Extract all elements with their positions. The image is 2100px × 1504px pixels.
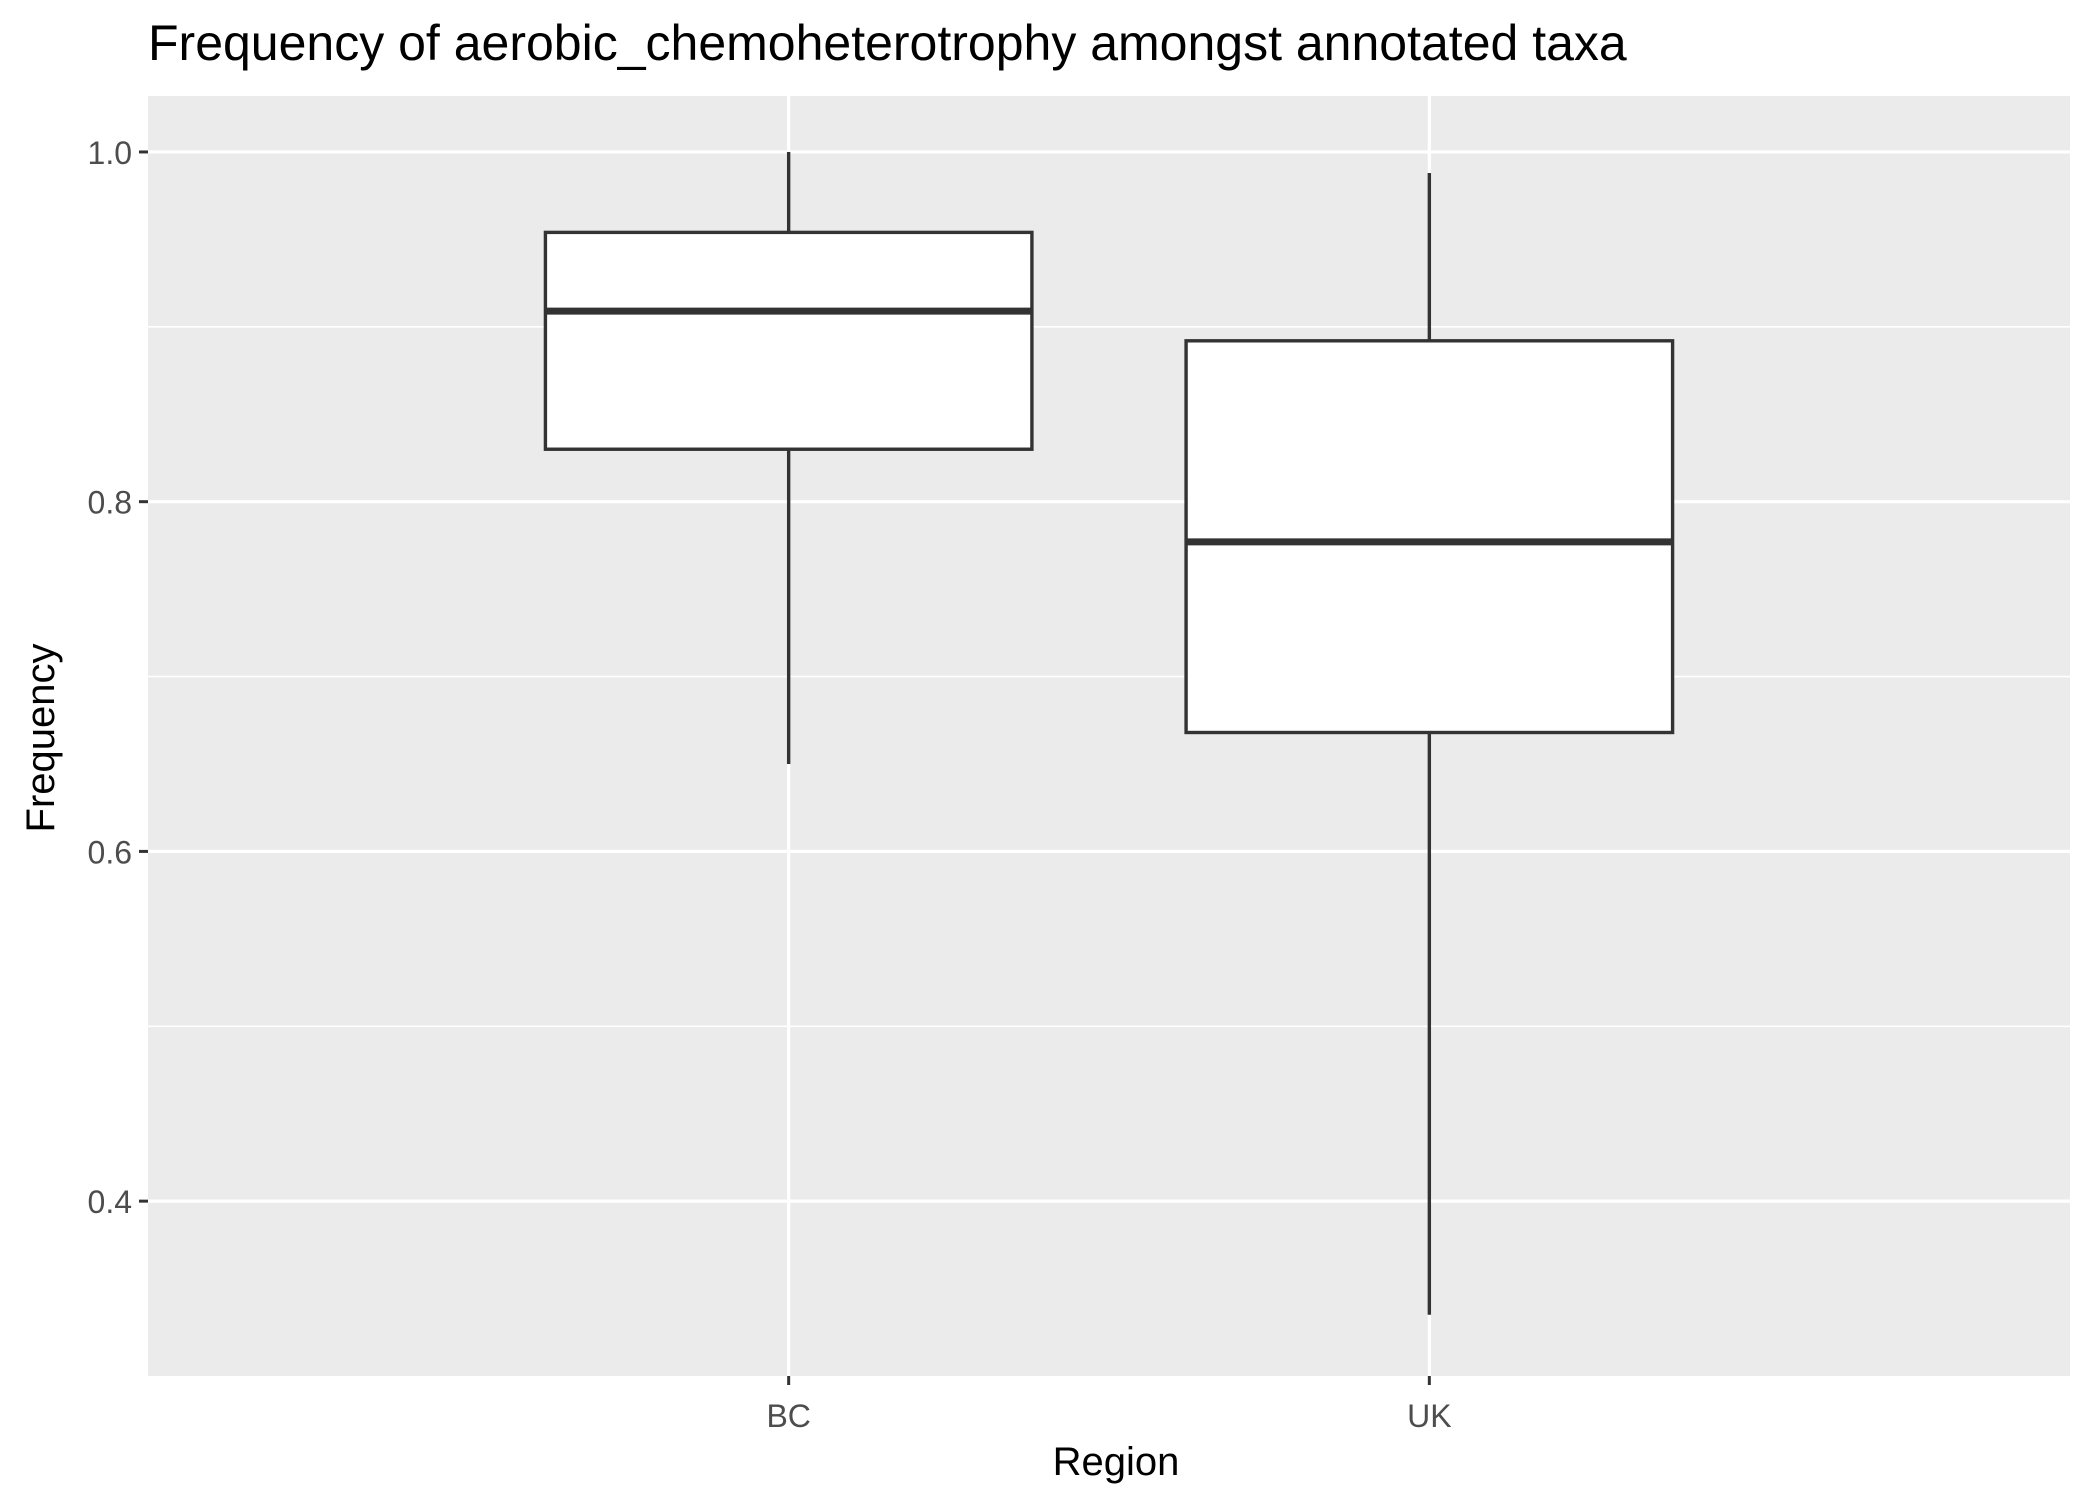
chart-title: Frequency of aerobic_chemoheterotrophy a… xyxy=(148,15,1627,71)
y-tick-label: 1.0 xyxy=(88,135,132,171)
box-series xyxy=(543,151,1675,1315)
axes: 0.4 0.6 0.8 1.0 BC UK xyxy=(88,135,1452,1434)
x-tick-label: BC xyxy=(766,1398,810,1434)
plot-panel xyxy=(148,96,2070,1376)
y-tick-label: 0.6 xyxy=(88,834,132,870)
y-tick-label: 0.4 xyxy=(88,1184,132,1220)
box-iqr xyxy=(1184,339,1675,735)
y-axis-title: Frequency xyxy=(19,644,63,833)
box-uk xyxy=(1184,172,1675,1315)
x-axis-title: Region xyxy=(1053,1440,1180,1484)
y-tick-label: 0.8 xyxy=(88,485,132,521)
box-bc xyxy=(543,151,1034,764)
box-iqr xyxy=(543,230,1034,451)
x-tick-label: UK xyxy=(1407,1398,1451,1434)
